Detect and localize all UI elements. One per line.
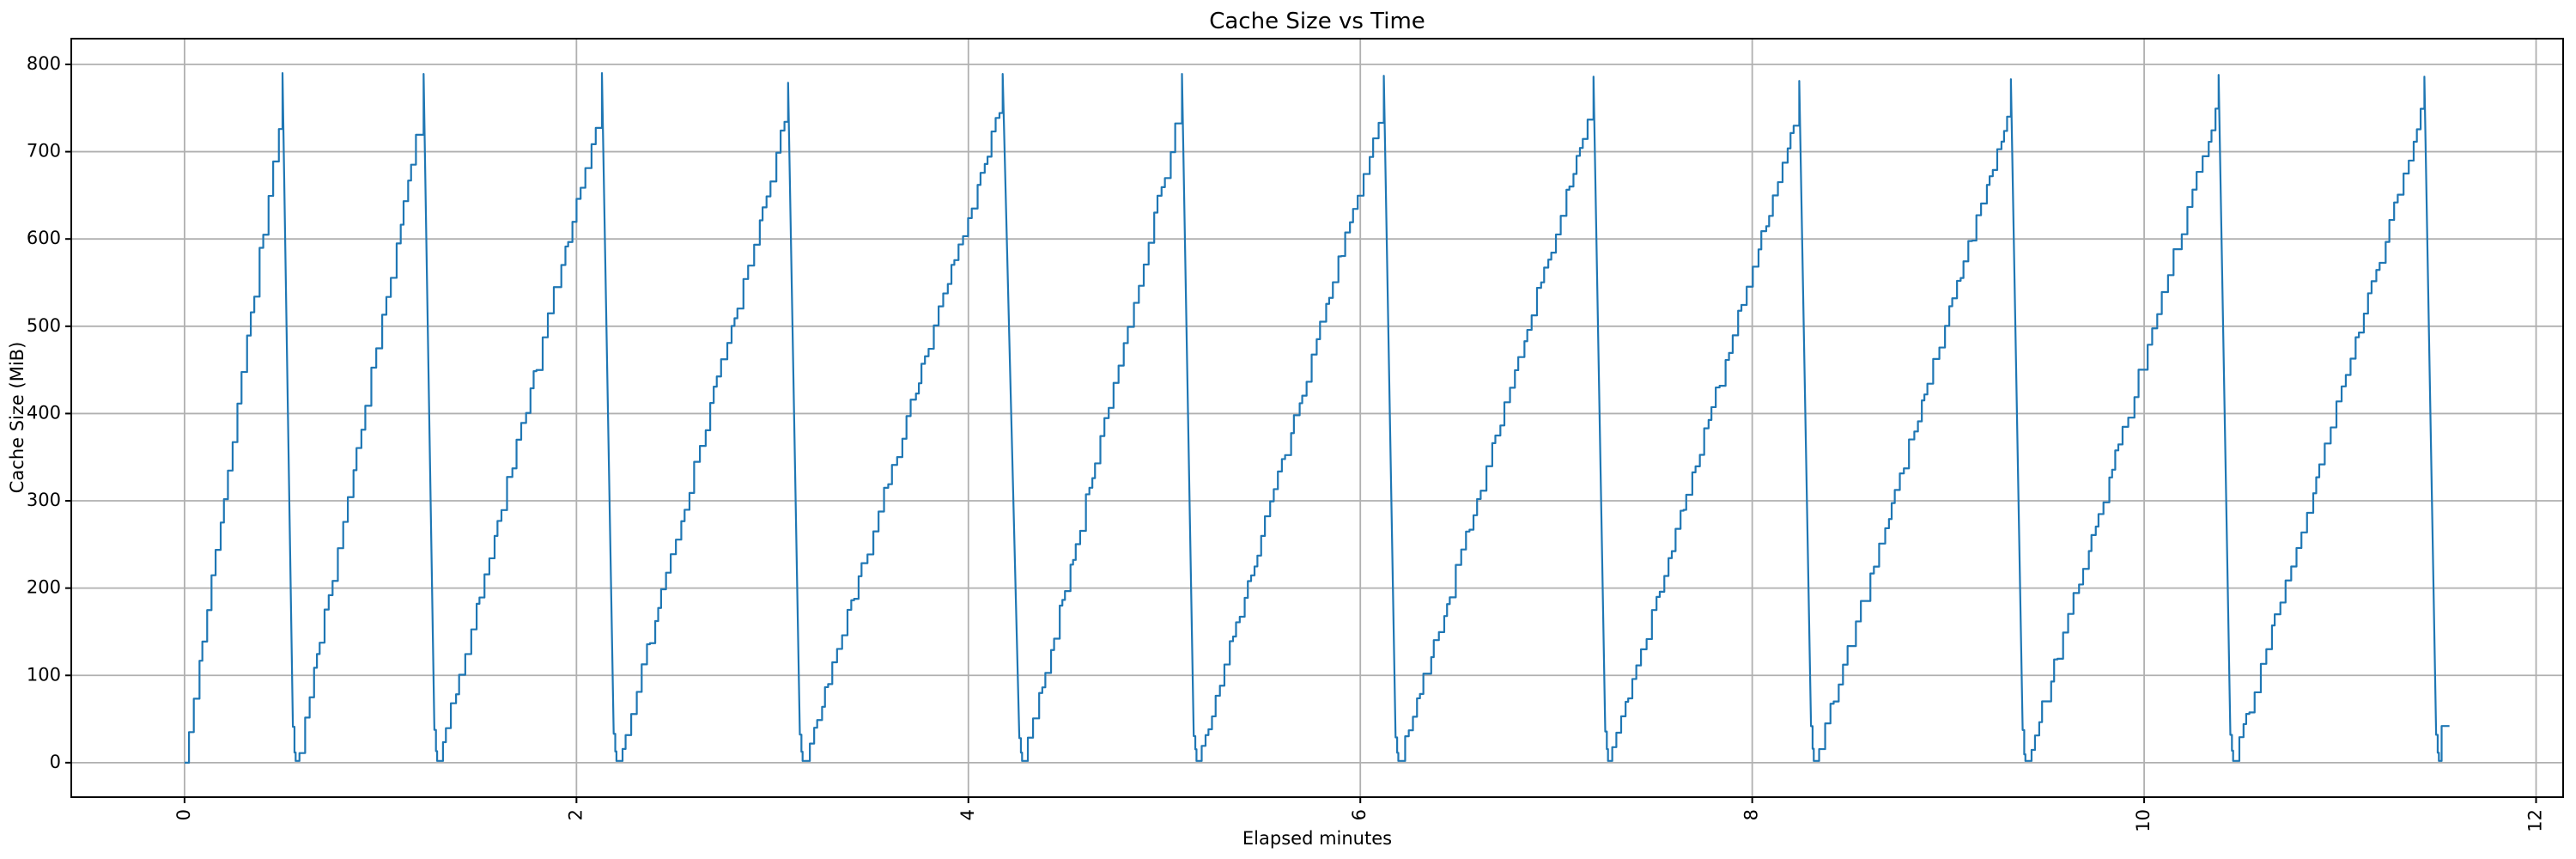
y-tick-label: 400: [27, 402, 61, 423]
grid: [71, 39, 2563, 797]
y-tick-label: 300: [27, 490, 61, 510]
y-tick-label: 100: [27, 664, 61, 685]
cache-size-line: [184, 72, 2450, 764]
y-tick-label: 500: [27, 315, 61, 336]
x-tick-label: 10: [2133, 809, 2154, 832]
y-tick-label: 200: [27, 577, 61, 598]
y-axis-label: Cache Size (MiB): [7, 342, 27, 494]
axis-tick-labels: 0 2 4 6 8 10 12 0 100 200 300 400 500 600 700 800: [27, 53, 2546, 832]
axis-ticks: [65, 63, 2537, 803]
x-tick-label: 4: [957, 809, 978, 820]
y-tick-label: 0: [50, 752, 61, 772]
x-axis-label: Elapsed minutes: [1242, 828, 1392, 849]
y-tick-label: 700: [27, 141, 61, 161]
x-tick-label: 0: [173, 809, 194, 820]
chart-title: Cache Size vs Time: [1209, 9, 1425, 34]
plot-border: [70, 38, 2564, 798]
x-tick-label: 12: [2525, 809, 2546, 832]
x-tick-label: 6: [1349, 809, 1370, 820]
x-tick-label: 2: [565, 809, 586, 820]
x-tick-label: 8: [1741, 809, 1762, 820]
y-tick-label: 800: [27, 53, 61, 74]
series: [184, 72, 2450, 764]
y-tick-label: 600: [27, 228, 61, 248]
